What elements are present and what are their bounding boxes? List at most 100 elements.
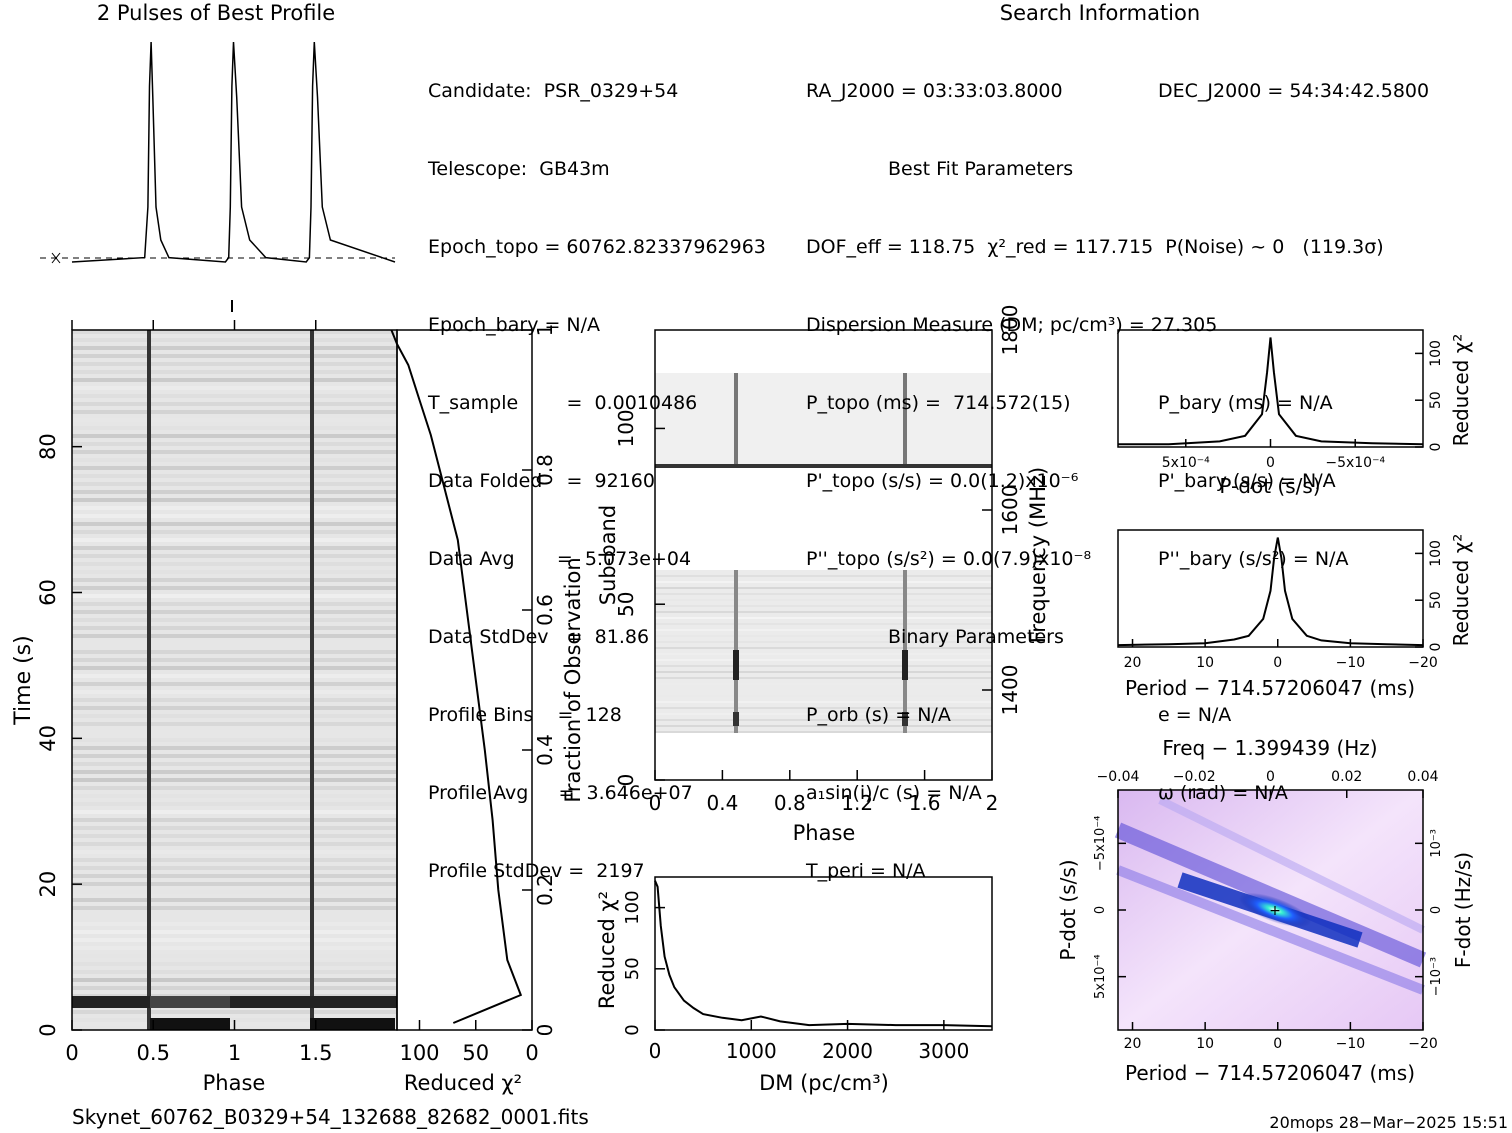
map-y-tick-label: 0	[1093, 906, 1108, 914]
noise-stripe	[72, 666, 397, 670]
subband-x-tick-label: 0.8	[774, 791, 806, 815]
time-phase-x-tick-label: 0.5	[137, 1041, 170, 1065]
frequency-y-tick-label: 1400	[998, 665, 1022, 716]
noise-stripe	[72, 426, 397, 430]
noise-stripe	[655, 671, 992, 673]
noise-stripe	[655, 731, 992, 733]
pdot-chi2-axis-label: Reduced χ²	[1449, 334, 1473, 447]
data-stddev: Data StdDev = 81.86	[428, 626, 650, 648]
noise-stripe	[72, 482, 397, 486]
subband-y-tick-label: 0	[614, 774, 638, 787]
pulse-track-1	[147, 330, 151, 1030]
time-phase-x-tick-label: 1	[228, 1041, 241, 1065]
fraction-y-tick-label: 1	[533, 324, 557, 337]
noise-stripe	[655, 623, 992, 625]
noise-stripe	[72, 818, 397, 822]
period-chi2-axis-label: Reduced χ²	[1449, 534, 1473, 647]
fdot-y-tick-label: 0	[1429, 906, 1444, 914]
noise-stripe	[72, 578, 397, 582]
period-x-tick-label: −10	[1336, 655, 1366, 671]
noise-stripe	[72, 362, 397, 366]
profile-bins: Profile Bins = 128	[428, 704, 622, 726]
freq-x-tick-label: 0.04	[1407, 769, 1438, 785]
data-folded: Data Folded = 92160	[428, 470, 655, 492]
noise-stripe	[72, 554, 397, 558]
noise-stripe	[72, 474, 397, 478]
epoch-bary: Epoch_bary = N/A	[428, 314, 601, 336]
noise-stripe	[72, 610, 397, 614]
fraction-axis-label: Fraction of Observation	[561, 557, 585, 802]
noise-stripe	[72, 986, 397, 990]
map-y-tick-label: 5x10⁻⁴	[1093, 954, 1108, 999]
map-period-axis-label: Period − 714.57206047 (ms)	[1125, 1061, 1415, 1085]
time-phase-panel: 0 0.5 1 1.5 0 20 40 60 80 Time (s) Phase	[11, 300, 398, 1095]
a1sini: a₁sin(i)/c (s) = N/A	[806, 782, 982, 804]
freq-x-tick-label: −0.02	[1173, 769, 1216, 785]
freq-x-tick-label: 0.02	[1331, 769, 1362, 785]
noise-stripe	[655, 713, 992, 715]
timestamp: 20mops 28−Mar−2025 15:51	[1269, 1113, 1508, 1132]
noise-stripe	[72, 522, 397, 526]
noise-stripe	[655, 725, 992, 727]
noise-stripe	[72, 914, 397, 918]
noise-stripe	[72, 386, 397, 390]
fraction-x-tick-label: 0	[525, 1041, 538, 1065]
noise-stripe	[655, 599, 992, 601]
noise-stripe	[72, 586, 397, 590]
period-x-tick-label: 0	[1273, 655, 1282, 671]
pdot-y-tick-label: 50	[1428, 391, 1444, 409]
time-y-tick-label: 20	[36, 871, 60, 898]
info-right-column: DEC_J2000 = 54:34:42.5800 P_bary (ms) = …	[1158, 26, 1429, 832]
dof: DOF_eff = 118.75 χ²_red = 117.715 P(Nois…	[806, 236, 1384, 258]
pdd-topo: P''_topo (s/s²) = 0.0(7.9)x10⁻⁸	[806, 548, 1092, 570]
noise-stripe	[655, 617, 992, 619]
omega: ω (rad) = N/A	[1158, 782, 1288, 804]
noise-stripe	[655, 593, 992, 595]
noise-stripe	[72, 538, 397, 542]
subband-x-tick-label: 0.4	[706, 791, 738, 815]
pdot-x-tick-label: 5x10⁻⁴	[1162, 455, 1210, 471]
noise-stripe	[655, 575, 992, 577]
noise-stripe	[655, 695, 992, 697]
data-avg: Data Avg = 5.073e+04	[428, 548, 692, 570]
noise-stripe	[655, 605, 992, 607]
noise-stripe	[655, 659, 992, 661]
chi2-fraction-panel: 100 50 0 0 0.2 0.4 0.6 0.8 1 Fraction of Observa…	[390, 324, 585, 1095]
ra: RA_J2000 = 03:33:03.8000	[806, 80, 1063, 102]
noise-stripe	[72, 698, 397, 702]
noise-stripe	[72, 346, 397, 350]
noise-stripe	[72, 746, 397, 750]
profile-stddev: Profile StdDev = 2197	[428, 860, 645, 882]
noise-stripe	[72, 402, 397, 406]
best-fit-marker: +	[1269, 903, 1281, 919]
noise-stripe	[72, 1010, 397, 1014]
noise-stripe	[72, 706, 397, 710]
period-axis-label: Period − 714.57206047 (ms)	[1125, 676, 1415, 700]
dec: DEC_J2000 = 54:34:42.5800	[1158, 80, 1430, 102]
pd-bary: P'_bary (s/s) = N/A	[1158, 470, 1336, 492]
map-x-tick-label: 10	[1196, 1036, 1214, 1052]
noise-stripe	[72, 394, 397, 398]
t-sample: T_sample = 0.0010486	[428, 392, 698, 414]
noise-stripe	[72, 922, 397, 926]
noise-stripe	[72, 466, 397, 470]
noise-stripe	[72, 938, 397, 942]
time-y-tick-label: 0	[36, 1023, 60, 1036]
noise-stripe	[72, 810, 397, 814]
noise-stripe	[72, 490, 397, 494]
fraction-y-tick-label: 0.8	[533, 454, 557, 486]
noise-stripe	[72, 962, 397, 966]
noise-stripe	[72, 778, 397, 782]
noise-stripe	[655, 689, 992, 691]
profile-panel	[40, 41, 396, 264]
pdot-y-tick-label: 0	[1428, 443, 1444, 452]
time-axis-label: Time (s)	[11, 635, 36, 725]
pdot-x-tick-label: −5x10⁻⁴	[1325, 455, 1385, 471]
noise-stripe	[72, 842, 397, 846]
noise-stripe	[72, 506, 397, 510]
noise-stripe	[72, 562, 397, 566]
fraction-y-tick-label: 0	[533, 1024, 557, 1037]
noise-stripe	[72, 858, 397, 862]
noise-stripe	[72, 634, 397, 638]
